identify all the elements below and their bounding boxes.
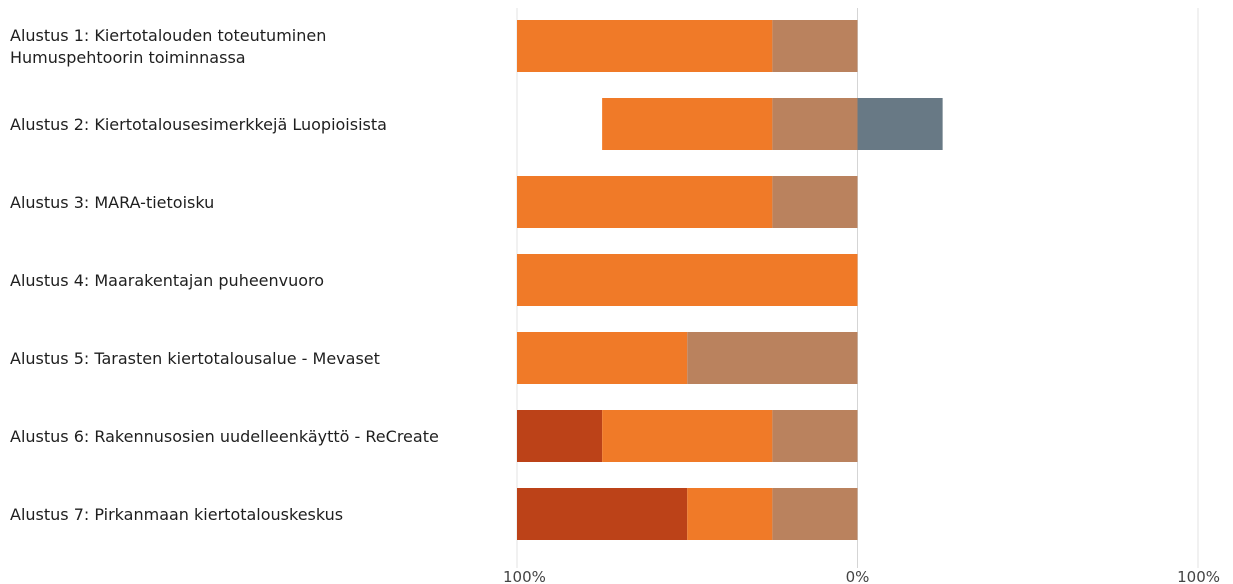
- category-labels: Alustus 1: Kiertotalouden toteutuminen Hu…: [10, 26, 439, 524]
- category-label: Alustus 5: Tarasten kiertotalousalue - M…: [10, 349, 380, 368]
- bar-segment: [602, 98, 773, 150]
- x-tick-label: 0%: [846, 568, 870, 584]
- x-tick-label: 100%: [1177, 568, 1220, 584]
- bars: [517, 20, 943, 540]
- bar-segment: [687, 488, 773, 540]
- category-label: Alustus 2: Kiertotalousesimerkkejä Luopi…: [10, 115, 387, 134]
- category-label: Alustus 6: Rakennusosien uudelleenkäyttö…: [10, 427, 439, 446]
- bar-segment: [857, 98, 943, 150]
- bar-segment: [772, 98, 858, 150]
- category-label: Alustus 4: Maarakentajan puheenvuoro: [10, 271, 324, 290]
- category-label: Alustus 1: Kiertotalouden toteutuminen Hu…: [10, 26, 326, 67]
- bar-segment: [602, 410, 773, 462]
- bar-segment: [772, 488, 858, 540]
- bar-segment: [772, 410, 858, 462]
- bar-segment: [517, 488, 688, 540]
- x-axis-ticks: 100% 0% 100%: [503, 568, 1220, 584]
- bar-segment: [517, 254, 858, 306]
- category-label: Alustus 3: MARA-tietoisku: [10, 193, 214, 212]
- bar-segment: [517, 176, 773, 228]
- bar-segment: [772, 176, 858, 228]
- bar-segment: [517, 20, 773, 72]
- bar-segment: [517, 410, 603, 462]
- bar-segment: [772, 20, 858, 72]
- bar-segment: [687, 332, 858, 384]
- bar-segment: [517, 332, 688, 384]
- x-tick-label: 100%: [503, 568, 546, 584]
- category-label: Alustus 7: Pirkanmaan kiertotalouskeskus: [10, 505, 343, 524]
